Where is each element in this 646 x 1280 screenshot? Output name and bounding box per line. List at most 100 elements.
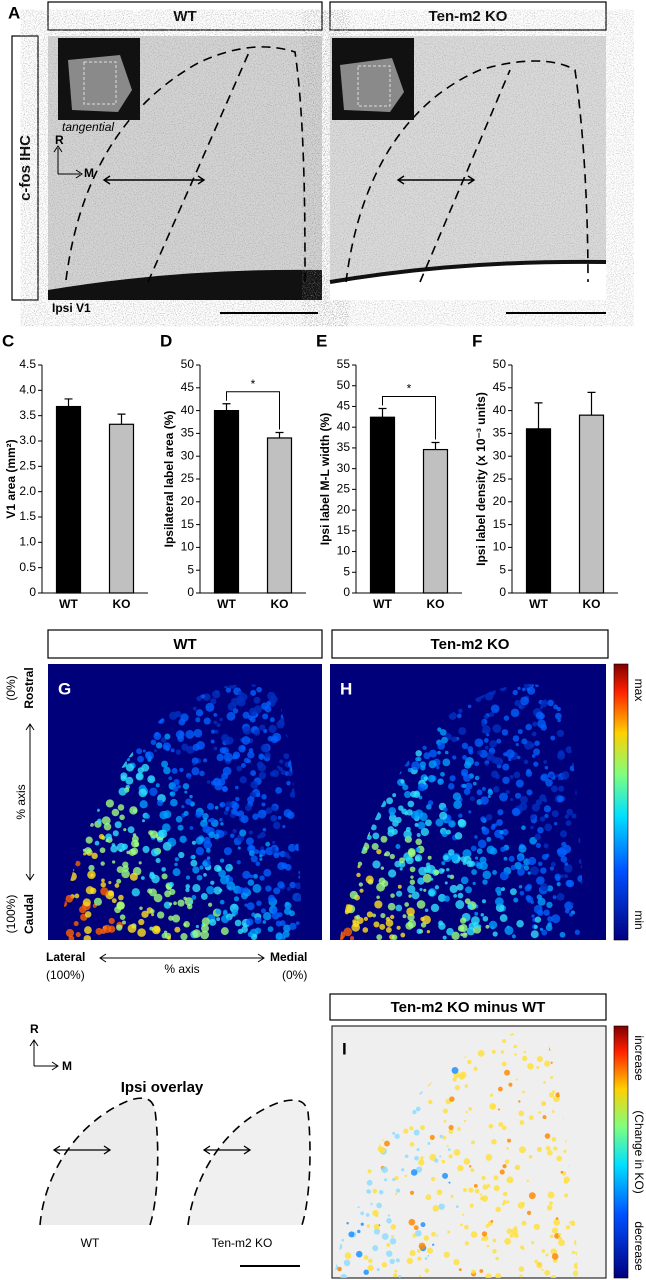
speckle — [450, 1194, 454, 1198]
overlay-title: Ipsi overlay — [121, 1079, 204, 1096]
header: WT — [173, 8, 196, 25]
bar — [266, 437, 293, 594]
speckle — [129, 872, 138, 881]
speckle — [550, 861, 556, 867]
y-tick-label: 25 — [493, 471, 507, 485]
speckle — [565, 746, 573, 754]
speckle — [547, 1150, 553, 1156]
speckle — [360, 1222, 364, 1226]
speckle — [234, 919, 242, 927]
speckle — [549, 1234, 554, 1239]
speckle — [89, 887, 97, 895]
y-tick-label: 35 — [493, 426, 507, 440]
speckle — [232, 828, 237, 834]
speckle — [271, 911, 280, 920]
speckle — [455, 1205, 459, 1209]
width-arrow — [52, 1145, 112, 1155]
speckle — [192, 743, 200, 752]
header-box — [331, 629, 609, 659]
speckle — [203, 758, 208, 763]
y-tick-label: 55 — [337, 357, 351, 371]
speckle — [476, 789, 483, 796]
speckle — [422, 915, 431, 925]
speckle — [481, 1237, 485, 1241]
speckle — [437, 778, 444, 785]
speckle — [282, 825, 286, 829]
speckle — [515, 779, 524, 788]
speckle — [453, 1259, 460, 1266]
speckle — [543, 909, 550, 916]
speckle — [447, 1148, 451, 1151]
speckle — [492, 870, 497, 875]
speckle — [278, 767, 283, 772]
speckle — [512, 735, 520, 742]
speckle — [411, 761, 421, 771]
speckle — [398, 805, 404, 811]
y-tick-label: 35 — [337, 440, 351, 454]
speckle — [279, 759, 284, 764]
speckle — [458, 1268, 462, 1272]
error-bar — [222, 403, 231, 411]
speckle — [493, 1175, 499, 1181]
speckle — [221, 786, 227, 792]
speckle — [365, 1213, 370, 1217]
speckle — [446, 867, 450, 872]
speckle — [443, 1251, 450, 1258]
speckle — [417, 783, 426, 792]
y-tick-label: 2.5 — [19, 459, 36, 473]
speckle — [237, 846, 241, 850]
speckle — [415, 757, 420, 762]
speckle — [248, 850, 255, 857]
speckle — [452, 755, 457, 760]
speckle — [100, 928, 107, 935]
speckle — [138, 918, 145, 926]
speckle — [272, 821, 281, 830]
speckle — [566, 808, 574, 816]
speckle — [160, 737, 167, 743]
speckle — [202, 860, 208, 867]
speckle — [219, 888, 223, 892]
header-box — [329, 1, 607, 31]
speckle — [474, 856, 479, 860]
speckle — [410, 875, 414, 879]
speckle — [233, 708, 239, 714]
speckle — [261, 802, 266, 807]
axis-arrow — [25, 723, 35, 881]
speckle — [534, 833, 541, 841]
speckle — [430, 877, 434, 881]
speckle — [492, 1249, 497, 1254]
speckle — [223, 810, 229, 816]
speckle — [275, 847, 279, 851]
speckle — [153, 893, 163, 903]
axis-m: M — [62, 1059, 72, 1073]
speckle — [193, 728, 203, 738]
speckle — [181, 743, 189, 751]
speckle — [509, 774, 514, 779]
speckle — [112, 860, 116, 864]
speckle — [196, 874, 203, 881]
axis-note: (100%) — [4, 895, 18, 934]
speckle — [75, 860, 81, 867]
speckle — [169, 791, 176, 797]
panel-letter: H — [340, 679, 352, 698]
speckle — [437, 750, 441, 755]
speckle — [340, 1273, 347, 1278]
speckle — [392, 1131, 396, 1135]
speckle — [396, 890, 403, 897]
speckle — [564, 908, 570, 914]
speckle — [251, 912, 256, 917]
y-tick-label: 1.5 — [19, 509, 36, 523]
speckle — [447, 874, 451, 878]
speckle — [366, 911, 373, 918]
speckle — [367, 1264, 374, 1271]
speckle — [518, 844, 527, 853]
y-tick-label: 1.0 — [19, 535, 36, 549]
speckle — [121, 869, 130, 879]
y-tick-label: 30 — [493, 448, 507, 462]
speckle — [349, 936, 355, 940]
speckle — [544, 765, 549, 770]
speckle — [527, 871, 532, 875]
y-axis-label: Ipsilateral label area (%) — [162, 411, 176, 548]
speckle — [233, 896, 240, 902]
